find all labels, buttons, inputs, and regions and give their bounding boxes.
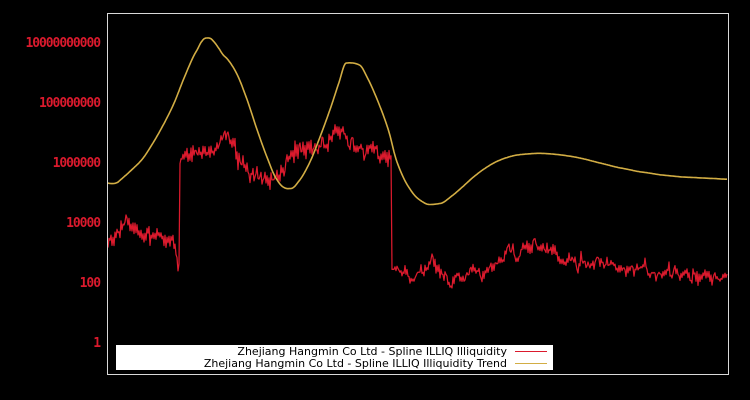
y-tick-label-10000: 10000 bbox=[66, 215, 101, 231]
y-tick-label-1: 1 bbox=[93, 335, 101, 351]
legend: Zhejiang Hangmin Co Ltd - Spline ILLIQ I… bbox=[116, 345, 553, 370]
legend-line-sample-illiquidity bbox=[515, 351, 547, 352]
plot-frame bbox=[107, 13, 729, 375]
series-line-illiquidity bbox=[107, 124, 728, 289]
legend-line-sample-trend bbox=[515, 363, 547, 364]
legend-label-illiquidity: Zhejiang Hangmin Co Ltd - Spline ILLIQ I… bbox=[237, 344, 507, 358]
y-tick-label-1000000: 1000000 bbox=[52, 155, 101, 171]
legend-row-trend: Zhejiang Hangmin Co Ltd - Spline ILLIQ I… bbox=[116, 356, 553, 370]
y-tick-label-100000000: 100000000 bbox=[39, 95, 101, 111]
series-line-trend bbox=[107, 37, 727, 206]
legend-row-illiquidity: Zhejiang Hangmin Co Ltd - Spline ILLIQ I… bbox=[116, 344, 553, 358]
y-tick-label-10000000000: 10000000000 bbox=[25, 35, 101, 51]
y-tick-label-100: 100 bbox=[79, 275, 101, 291]
legend-label-trend: Zhejiang Hangmin Co Ltd - Spline ILLIQ I… bbox=[203, 356, 507, 370]
